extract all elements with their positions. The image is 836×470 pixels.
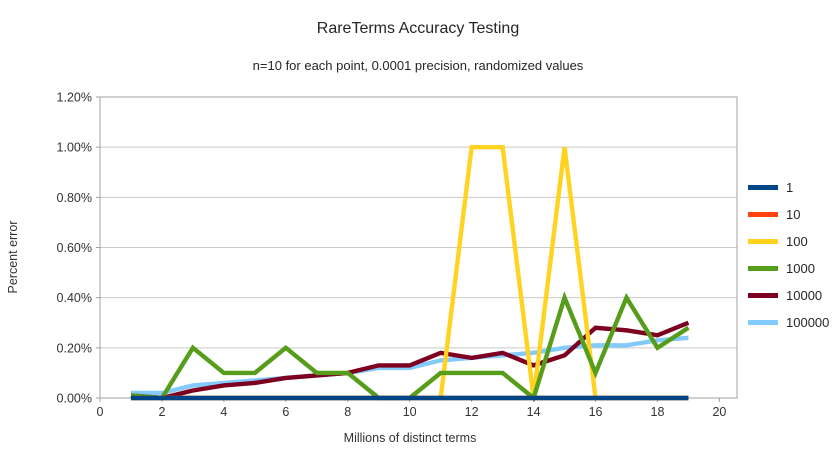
legend-item: 100: [748, 228, 829, 255]
y-axis-title: Percent error: [6, 220, 20, 294]
y-tick-label: 0.20%: [57, 341, 92, 355]
x-tick-label: 20: [712, 405, 726, 419]
chart-title: RareTerms Accuracy Testing: [316, 20, 520, 37]
x-tick-label: 12: [465, 405, 479, 419]
x-tick-label: 8: [344, 405, 351, 419]
legend-item: 1000: [748, 255, 829, 282]
y-tick-label: 0.60%: [57, 241, 92, 255]
legend-item: 100000: [748, 309, 829, 336]
x-tick-label: 18: [651, 405, 665, 419]
legend-label: 100000: [786, 315, 830, 330]
x-tick-label: 0: [97, 405, 104, 419]
x-tick-label: 14: [527, 405, 541, 419]
x-tick-label: 16: [589, 405, 603, 419]
legend-item: 10000: [748, 282, 829, 309]
legend-swatch: [748, 266, 778, 271]
series-line-100000: [130, 335, 689, 396]
chart-subtitle: n=10 for each point, 0.0001 precision, r…: [252, 58, 584, 73]
x-tick-label: 2: [158, 405, 165, 419]
legend: 1 10 100 1000 10000 100000: [748, 174, 829, 336]
y-tick-label: 0.80%: [57, 191, 92, 205]
x-tick-label: 10: [403, 405, 417, 419]
legend-label: 1: [786, 180, 794, 195]
legend-swatch: [748, 293, 778, 298]
y-tick-label: 1.20%: [57, 91, 92, 105]
legend-label: 10000: [786, 288, 823, 303]
series-line-10000: [130, 320, 690, 401]
legend-label: 100: [786, 234, 808, 249]
y-tick-label: 1.00%: [57, 141, 92, 155]
series-line-100: [130, 144, 689, 401]
y-tick-label: 0.40%: [57, 291, 92, 305]
legend-item: 10: [748, 201, 829, 228]
legend-item: 1: [748, 174, 829, 201]
x-tick-label: 4: [220, 405, 227, 419]
legend-swatch: [748, 185, 778, 190]
x-tick-label: 6: [282, 405, 289, 419]
legend-label: 1000: [786, 261, 815, 276]
x-axis-title: Millions of distinct terms: [343, 431, 477, 445]
legend-swatch: [748, 320, 778, 325]
legend-swatch: [748, 212, 778, 217]
legend-label: 10: [786, 207, 801, 222]
y-tick-label: 0.00%: [57, 392, 92, 406]
legend-swatch: [748, 239, 778, 244]
